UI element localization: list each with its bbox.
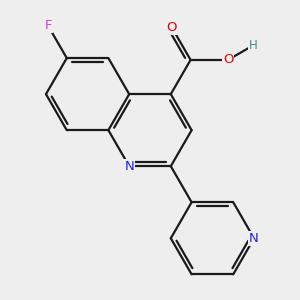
- Text: N: N: [249, 232, 259, 245]
- Text: F: F: [44, 19, 52, 32]
- Text: O: O: [167, 21, 177, 34]
- Text: N: N: [124, 160, 134, 173]
- Text: O: O: [223, 53, 233, 66]
- Text: H: H: [249, 39, 258, 52]
